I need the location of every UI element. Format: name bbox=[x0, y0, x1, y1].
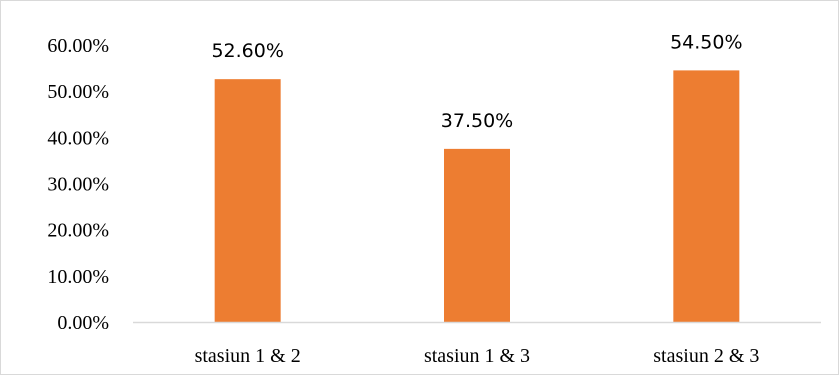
bar bbox=[214, 79, 281, 322]
x-axis-ticks: stasiun 1 & 2 stasiun 1 & 3 stasiun 2 & 3 bbox=[195, 345, 760, 367]
y-axis-ticks: 0.00% 10.00% 20.00% 30.00% 40.00% 50.00% 60.00… bbox=[47, 35, 109, 334]
data-label: 54.50% bbox=[670, 31, 742, 53]
bars bbox=[214, 70, 740, 323]
data-labels: 52.60% 37.50% 54.50% bbox=[211, 31, 742, 131]
y-tick-label: 0.00% bbox=[57, 312, 109, 334]
x-tick-label: stasiun 1 & 3 bbox=[424, 345, 530, 367]
x-tick-label: stasiun 2 & 3 bbox=[653, 345, 759, 367]
y-tick-label: 60.00% bbox=[47, 35, 109, 57]
data-label: 37.50% bbox=[441, 110, 513, 132]
x-tick-label: stasiun 1 & 2 bbox=[195, 345, 301, 367]
bar bbox=[673, 70, 740, 323]
y-tick-label: 20.00% bbox=[47, 220, 109, 242]
bar bbox=[444, 148, 510, 322]
y-tick-label: 10.00% bbox=[47, 266, 109, 288]
y-tick-label: 50.00% bbox=[47, 81, 109, 103]
data-label: 52.60% bbox=[211, 40, 283, 62]
y-tick-label: 40.00% bbox=[47, 127, 109, 149]
y-tick-label: 30.00% bbox=[47, 174, 109, 196]
